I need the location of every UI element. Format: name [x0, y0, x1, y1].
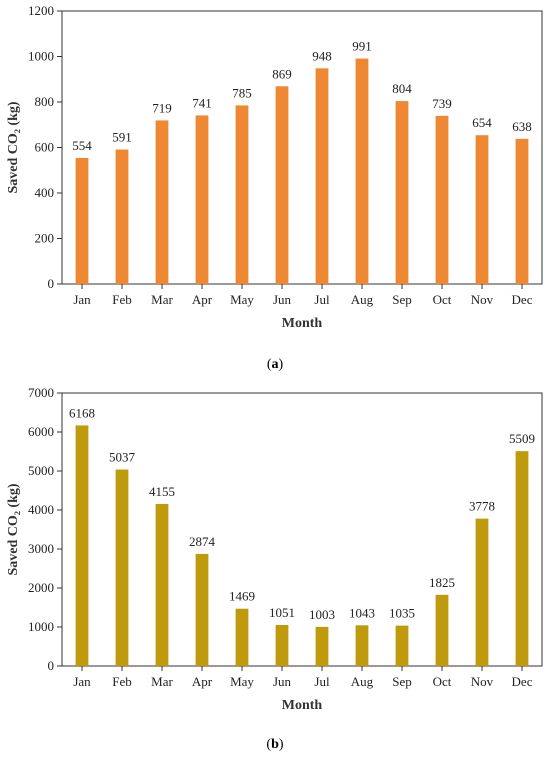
data-label: 1035	[389, 606, 415, 621]
data-label: 5037	[109, 450, 136, 465]
bar-jan	[75, 425, 89, 666]
data-label: 1825	[429, 575, 455, 590]
x-tick-label: Mar	[151, 674, 173, 689]
x-tick-label: Nov	[471, 674, 494, 689]
bar-may	[235, 105, 249, 284]
plot-frame	[61, 10, 543, 285]
chart-panel-a: 0 200 400 600 800 1000 1200 Jan 554 Feb 591 Mar 719 A…	[6, 3, 543, 372]
data-label: 591	[112, 130, 132, 145]
y-tick-label: 0	[48, 658, 55, 673]
x-tick-label: Oct	[433, 674, 452, 689]
data-label: 785	[232, 85, 252, 100]
bar-sep	[395, 101, 409, 284]
bar-nov	[475, 135, 489, 284]
data-label: 739	[432, 96, 452, 111]
y-axis-title: Saved CO₂ (kg)	[6, 101, 21, 193]
data-label: 2874	[189, 534, 216, 549]
x-tick-label: Jan	[73, 292, 91, 307]
bar-aug	[355, 625, 369, 666]
data-label: 1051	[269, 605, 295, 620]
x-tick-label: Feb	[112, 292, 132, 307]
x-tick-label: Apr	[192, 292, 213, 307]
data-label: 991	[352, 39, 372, 54]
bar-apr	[195, 115, 209, 284]
panel-caption-a: (a)	[266, 357, 284, 372]
bar-oct	[435, 115, 449, 284]
bar-chart-a: 0 200 400 600 800 1000 1200 Jan 554 Feb 591 Mar 719 A…	[6, 3, 543, 331]
bar-dec	[515, 138, 529, 284]
x-tick-label: Aug	[351, 292, 374, 307]
bar-sep	[395, 625, 409, 666]
data-label: 4155	[149, 484, 175, 499]
x-tick-label: Mar	[151, 292, 173, 307]
chart-panel-b: 0 1000 2000 3000 4000 5000 6000 7000 Jan 6168 Feb 5…	[0, 380, 550, 757]
data-label: 6168	[69, 405, 95, 420]
data-label: 1469	[229, 589, 255, 604]
y-tick-label: 800	[35, 94, 55, 109]
x-tick-label: Jan	[73, 674, 91, 689]
data-label: 554	[72, 138, 92, 153]
x-tick-label: Dec	[512, 674, 533, 689]
x-tick-label: May	[230, 674, 254, 689]
x-axis-title: Month	[282, 316, 323, 331]
data-label: 5509	[509, 431, 535, 446]
bar-aug	[355, 58, 369, 284]
bar-may	[235, 608, 249, 666]
y-tick-label: 600	[35, 140, 55, 155]
bar-feb	[115, 149, 129, 284]
y-tick-label: 4000	[28, 502, 54, 517]
data-label: 741	[192, 95, 212, 110]
bar-feb	[115, 469, 129, 666]
y-tick-label: 7000	[28, 385, 54, 400]
bar-chart-b: 0 1000 2000 3000 4000 5000 6000 7000 Jan 6168 Feb 5…	[6, 385, 543, 713]
data-label: 804	[392, 81, 412, 96]
bar-jul	[315, 626, 329, 666]
y-tick-label: 1200	[28, 3, 54, 18]
x-tick-label: Feb	[112, 674, 132, 689]
y-tick-label: 5000	[28, 463, 54, 478]
y-tick-label: 1000	[28, 619, 54, 634]
data-label: 869	[272, 66, 292, 81]
y-tick-label: 400	[35, 185, 55, 200]
x-tick-label: Dec	[512, 292, 533, 307]
bar-mar	[155, 503, 169, 666]
bar-jul	[315, 68, 329, 284]
data-label: 654	[472, 115, 492, 130]
x-tick-label: Jun	[273, 292, 292, 307]
x-tick-label: Apr	[192, 674, 213, 689]
x-tick-label: Sep	[392, 292, 412, 307]
y-tick-label: 2000	[28, 580, 54, 595]
y-tick-label: 0	[48, 276, 55, 291]
x-tick-label: Jun	[273, 674, 292, 689]
x-tick-label: May	[230, 292, 254, 307]
y-tick-label: 200	[35, 231, 55, 246]
bar-jun	[275, 625, 289, 666]
bar-jun	[275, 86, 289, 285]
x-tick-label: Jul	[314, 292, 330, 307]
bar-mar	[155, 120, 169, 285]
data-label: 3778	[469, 499, 495, 514]
bar-apr	[195, 553, 209, 666]
y-tick-label: 1000	[28, 49, 54, 64]
x-tick-label: Oct	[433, 292, 452, 307]
bar-oct	[435, 594, 449, 666]
x-tick-label: Nov	[471, 292, 494, 307]
data-label: 638	[512, 119, 532, 134]
plot-frame	[61, 392, 543, 667]
data-label: 1003	[309, 607, 335, 622]
y-tick-label: 6000	[28, 424, 54, 439]
x-tick-label: Jul	[314, 674, 330, 689]
panel-caption-b: (b)	[266, 737, 284, 752]
data-label: 948	[312, 48, 332, 63]
x-tick-label: Aug	[351, 674, 374, 689]
data-label: 719	[152, 100, 172, 115]
bar-nov	[475, 518, 489, 666]
bar-jan	[75, 157, 89, 284]
x-axis-title: Month	[282, 698, 323, 713]
y-axis-title: Saved CO₂ (kg)	[6, 483, 21, 575]
x-tick-label: Sep	[392, 674, 412, 689]
bar-dec	[515, 451, 529, 666]
y-tick-label: 3000	[28, 541, 54, 556]
data-label: 1043	[349, 605, 375, 620]
